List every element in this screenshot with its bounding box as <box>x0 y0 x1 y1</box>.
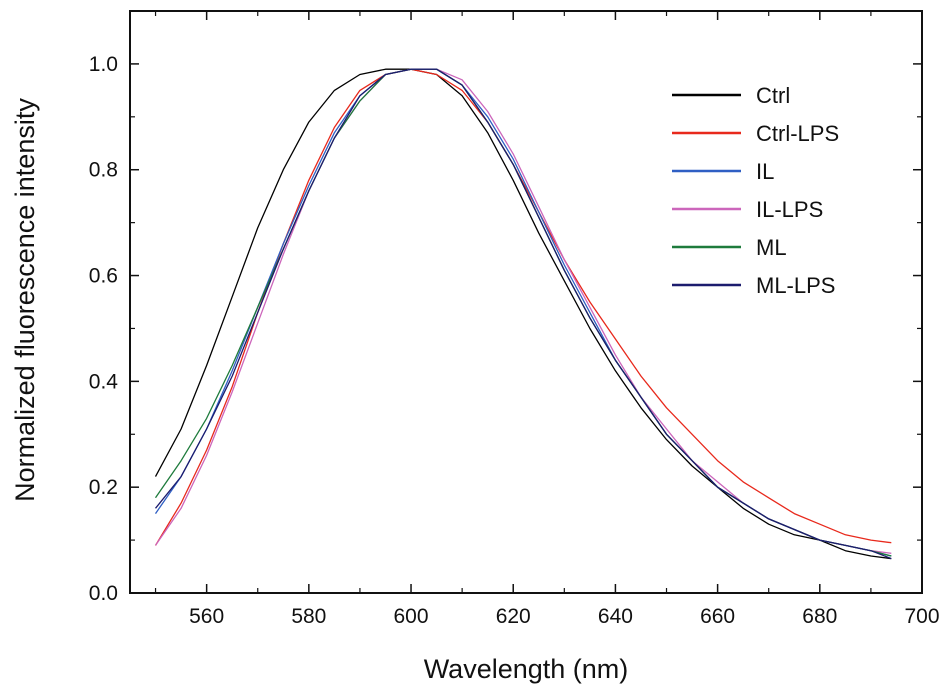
legend-label: IL <box>756 159 774 184</box>
x-tick-label: 700 <box>904 605 939 628</box>
legend-label: IL-LPS <box>756 197 823 222</box>
plot-area <box>130 11 922 593</box>
plot-frame <box>129 10 923 594</box>
y-tick-label: 0.8 <box>89 159 118 182</box>
series-line-ctrl <box>154 68 892 560</box>
series-lines <box>154 68 892 560</box>
series-line-ml-lps <box>154 68 892 560</box>
y-tick-label: 0.6 <box>89 265 118 288</box>
x-axis-title: Wavelength (nm) <box>424 654 629 684</box>
x-tick-label: 640 <box>598 605 633 628</box>
y-tick-label: 0.4 <box>89 370 119 393</box>
x-tick-label: 660 <box>700 605 735 628</box>
y-tick-label: 0.0 <box>89 582 118 605</box>
legend-label: Ctrl-LPS <box>756 121 839 146</box>
y-tick-label: 1.0 <box>89 53 118 76</box>
x-tick-label: 560 <box>189 605 224 628</box>
legend-label: ML-LPS <box>756 273 835 298</box>
x-axis-ticks: 560 580 600 620 640 660 680 700 <box>154 11 940 628</box>
y-axis-title: Normalized fluorescence intensity <box>10 98 40 502</box>
y-tick-label: 0.2 <box>89 476 118 499</box>
legend-label: ML <box>756 235 787 260</box>
legend: Ctrl Ctrl-LPS IL IL-LPS ML ML-LPS <box>672 83 839 298</box>
x-tick-label: 580 <box>291 605 326 628</box>
x-tick-label: 620 <box>496 605 531 628</box>
x-tick-label: 680 <box>802 605 837 628</box>
x-tick-label: 600 <box>394 605 429 628</box>
legend-label: Ctrl <box>756 83 790 108</box>
